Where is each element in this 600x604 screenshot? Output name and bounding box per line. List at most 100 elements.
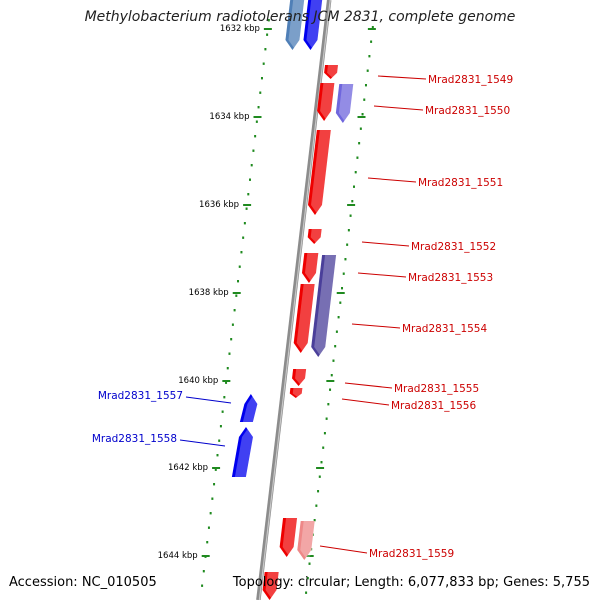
gene-feature-body bbox=[303, 0, 323, 50]
gene-label[interactable]: Mrad2831_1549 bbox=[428, 74, 513, 86]
ruler-dot bbox=[219, 425, 222, 428]
ruler-dot bbox=[214, 468, 217, 471]
gene-feature-body bbox=[311, 255, 337, 357]
gene-feature[interactable] bbox=[292, 369, 310, 386]
gene-label[interactable]: Mrad2831_1550 bbox=[425, 105, 510, 117]
topology-text: Topology: circular; Length: 6,077,833 bp… bbox=[232, 575, 590, 590]
ruler-dot bbox=[356, 156, 359, 159]
gene-label[interactable]: Mrad2831_1559 bbox=[369, 548, 454, 560]
gene-label-leader bbox=[185, 396, 232, 404]
ruler-dot bbox=[266, 33, 269, 36]
ruler-dot bbox=[243, 222, 246, 225]
gene-feature-shine bbox=[310, 229, 325, 244]
ruler-dot bbox=[337, 316, 340, 319]
ruler-dot bbox=[223, 396, 226, 399]
ruler-dot bbox=[211, 497, 214, 500]
ruler-dot bbox=[226, 367, 229, 370]
gene-feature-shine bbox=[296, 284, 318, 353]
ruler-dot bbox=[231, 323, 234, 326]
ruler-dot bbox=[225, 381, 228, 384]
ruler-dot bbox=[363, 98, 366, 101]
ruler-dot bbox=[342, 272, 345, 275]
ruler-dot bbox=[248, 178, 251, 181]
genome-title: Methylobacterium radiotolerans JCM 2831,… bbox=[84, 9, 516, 25]
gene-label[interactable]: Mrad2831_1554 bbox=[402, 323, 487, 335]
ruler-dot bbox=[315, 504, 318, 507]
gene-feature[interactable] bbox=[303, 0, 326, 50]
ruler-dot bbox=[320, 461, 323, 464]
gene-feature-shine bbox=[320, 83, 338, 121]
gene-feature[interactable] bbox=[285, 0, 308, 50]
kbp-label: 1644 kbp bbox=[158, 551, 198, 561]
gene-feature[interactable] bbox=[293, 284, 318, 353]
ruler-dot bbox=[341, 287, 344, 290]
gene-feature[interactable] bbox=[307, 130, 334, 215]
gene-feature-shine bbox=[310, 130, 334, 215]
gene-feature-shine bbox=[295, 369, 310, 386]
ruler-dot bbox=[346, 243, 349, 246]
gene-feature[interactable] bbox=[324, 65, 342, 79]
ruler-dot bbox=[305, 591, 308, 594]
ruler-dot bbox=[221, 410, 224, 413]
gene-label[interactable]: Mrad2831_1551 bbox=[418, 177, 503, 189]
kbp-label: 1634 kbp bbox=[209, 112, 249, 122]
gene-feature-shine bbox=[292, 388, 306, 398]
gene-feature-body bbox=[324, 65, 339, 79]
ruler-dot bbox=[308, 562, 311, 565]
gene-feature[interactable] bbox=[239, 394, 261, 422]
ruler-dot bbox=[327, 403, 330, 406]
ruler-dot bbox=[206, 541, 209, 544]
ruler-dot bbox=[201, 584, 204, 587]
gene-feature[interactable] bbox=[317, 83, 338, 121]
ruler-dot bbox=[339, 301, 342, 304]
kbp-label: 1636 kbp bbox=[199, 200, 239, 210]
gene-label[interactable]: Mrad2831_1558 bbox=[92, 433, 177, 445]
gene-feature-shine bbox=[338, 84, 357, 123]
gene-feature[interactable] bbox=[335, 84, 357, 123]
gene-feature-shine bbox=[265, 572, 282, 600]
ruler-dot bbox=[233, 309, 236, 312]
ruler-dot bbox=[264, 48, 267, 51]
gene-label[interactable]: Mrad2831_1555 bbox=[394, 383, 479, 395]
gene-label[interactable]: Mrad2831_1553 bbox=[408, 272, 493, 284]
ruler-dot bbox=[332, 359, 335, 362]
gene-feature-body bbox=[335, 84, 354, 123]
gene-feature-shine bbox=[306, 0, 326, 50]
ruler-dot bbox=[238, 265, 241, 268]
kbp-label: 1638 kbp bbox=[189, 288, 229, 298]
ruler-dot bbox=[323, 432, 326, 435]
gene-label[interactable]: Mrad2831_1552 bbox=[411, 241, 496, 253]
gene-feature[interactable] bbox=[311, 255, 340, 357]
ruler-dot bbox=[230, 338, 233, 341]
gene-feature[interactable] bbox=[262, 572, 282, 600]
gene-feature[interactable] bbox=[279, 518, 301, 557]
ruler-dot bbox=[242, 236, 245, 239]
gene-label-leader bbox=[367, 177, 417, 183]
gene-feature-body bbox=[297, 521, 315, 560]
ruler-dot bbox=[235, 294, 238, 297]
ruler-dot bbox=[259, 91, 262, 94]
ruler-dot bbox=[351, 200, 354, 203]
gene-feature[interactable] bbox=[289, 388, 306, 398]
gene-label-leader bbox=[319, 545, 368, 554]
ruler-dot bbox=[361, 113, 364, 116]
ruler-dot bbox=[267, 19, 270, 22]
gene-feature[interactable] bbox=[297, 521, 318, 560]
gene-feature-body bbox=[301, 253, 319, 283]
gene-feature[interactable] bbox=[231, 427, 256, 477]
gene-label[interactable]: Mrad2831_1557 bbox=[98, 390, 183, 402]
accession-text: Accession: NC_010505 bbox=[9, 575, 157, 590]
gene-feature-body bbox=[262, 572, 279, 600]
gene-feature-body bbox=[279, 518, 298, 557]
ruler-dot bbox=[335, 330, 338, 333]
gene-feature[interactable] bbox=[301, 253, 322, 283]
gene-features bbox=[231, 0, 357, 600]
ruler-dot bbox=[240, 251, 243, 254]
ruler-dot bbox=[218, 439, 221, 442]
gene-feature[interactable] bbox=[307, 229, 325, 244]
gene-label[interactable]: Mrad2831_1556 bbox=[391, 400, 476, 412]
gene-feature-body bbox=[317, 83, 335, 121]
ruler-dot bbox=[349, 214, 352, 217]
ruler-dot bbox=[330, 374, 333, 377]
